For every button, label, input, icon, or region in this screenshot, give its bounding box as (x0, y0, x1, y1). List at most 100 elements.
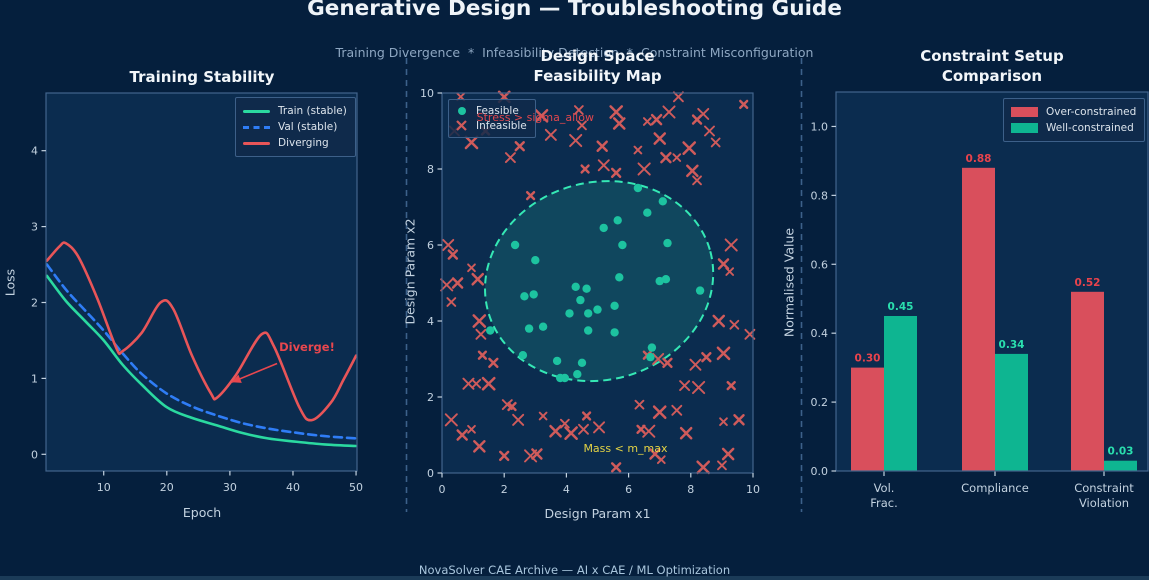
infeasible-point (514, 141, 525, 152)
feasible-point (647, 343, 657, 352)
infeasible-point (440, 278, 454, 292)
diverging-line-swatch-icon (243, 141, 270, 145)
y-tick-label: 1 (31, 372, 38, 385)
x-tick-label: 8 (687, 483, 694, 496)
legend-label: Well-constrained (1046, 122, 1134, 134)
infeasible-point (564, 426, 578, 440)
infeasible-point (671, 404, 683, 416)
feasible-point (577, 358, 587, 367)
x-tick-label: 0 (439, 483, 446, 496)
category-label: Constraint Violation (1074, 481, 1134, 510)
training-xaxis-label: Epoch (182, 505, 222, 520)
feasible-point (615, 273, 624, 282)
feasible-point (593, 305, 602, 314)
infeasible-point (559, 418, 570, 429)
infeasible-point (637, 162, 651, 176)
page-title: Generative Design — Troubleshooting Guid… (307, 0, 842, 21)
feasible-point (643, 208, 652, 217)
feasibility-xaxis-label: Design Param x1 (544, 506, 651, 521)
feasible-point (560, 373, 569, 383)
y-tick-label: 4 (31, 145, 38, 158)
x-tick-label: 40 (286, 481, 300, 494)
y-tick-label: 0 (31, 448, 38, 461)
legend-label: Infeasible (476, 119, 527, 132)
infeasible-point (577, 120, 587, 131)
diverge-annotation: Diverge! (279, 339, 335, 354)
legend-item-diverging: Diverging (243, 135, 347, 151)
infeasible-point (636, 424, 646, 434)
infeasible-point (467, 424, 476, 434)
stress-constraint-annotation: Stress > sigma_allow (476, 110, 594, 124)
legend-item-well-constrained: Well-constrained (1011, 120, 1136, 136)
feasible-point (610, 301, 619, 310)
infeasible-point (477, 350, 488, 360)
y-tick-label: 2 (31, 296, 38, 309)
feasible-point (584, 326, 593, 335)
feasible-point (571, 282, 580, 291)
bar-value-label: 0.34 (999, 339, 1025, 351)
infeasible-point (652, 352, 665, 366)
page-subtitle: Training Divergence * Infeasibility Dete… (335, 45, 814, 60)
y-tick-label: 0.4 (811, 327, 829, 340)
x-tick-label: 10 (746, 483, 760, 496)
train-line-swatch-icon (243, 109, 270, 113)
infeasible-point (446, 297, 457, 307)
infeasible-point (472, 314, 487, 328)
feasible-point (518, 351, 528, 360)
constraints-chart-title: Constraint Setup Comparison (920, 47, 1064, 85)
infeasible-point (467, 263, 476, 273)
training-chart-title: Training Stability (129, 68, 275, 86)
feasibility-plot-area (442, 93, 753, 473)
y-tick-label: 3 (31, 221, 38, 234)
infeasible-point (451, 277, 464, 289)
feasibility-yaxis-label: Design Param x2 (402, 218, 418, 325)
infeasible-point (444, 413, 458, 427)
infeasible-point (642, 117, 652, 126)
infeasible-point (729, 319, 740, 330)
y-tick-label: 4 (427, 315, 434, 328)
legend-item-val-stable: Val (stable) (243, 119, 347, 135)
infeasible-point (716, 346, 731, 361)
infeasible-point (710, 137, 721, 148)
y-tick-label: 0.6 (811, 258, 829, 271)
legend-item-feasible: Feasible (455, 103, 527, 118)
legend-item-infeasible: Infeasible (455, 118, 527, 133)
bar-value-label: 0.30 (855, 353, 881, 365)
x-tick-label: 20 (160, 481, 174, 494)
infeasible-point (634, 399, 645, 410)
feasible-point (646, 352, 655, 362)
feasible-point (520, 292, 529, 301)
feasible-point (573, 370, 582, 379)
infeasible-point (580, 164, 590, 174)
infeasible-point (471, 272, 485, 286)
infeasible-point (656, 455, 666, 465)
infeasible-point (473, 440, 486, 453)
feasible-point (582, 284, 591, 293)
infeasible-point (612, 117, 626, 130)
bar-well-constrained (1104, 460, 1137, 471)
infeasible-point (456, 429, 468, 441)
infeasible-point (475, 328, 487, 340)
feasible-point (661, 275, 671, 284)
feasible-point (618, 240, 627, 250)
infeasible-point (721, 447, 735, 461)
x-tick-label: 50 (349, 481, 363, 494)
infeasible-point (569, 133, 583, 148)
bar-well-constrained (995, 353, 1028, 471)
infeasible-point (691, 114, 703, 125)
infeasible-point (481, 376, 496, 391)
y-tick-label: 8 (427, 163, 434, 176)
mass-constraint-annotation: Mass < m_max (583, 442, 668, 456)
constraints-legend: Over-constrained Well-constrained (1003, 98, 1146, 142)
infeasible-point (660, 151, 672, 164)
infeasible-point (504, 152, 516, 164)
bar-value-label: 0.45 (888, 301, 914, 313)
x-tick-label: 6 (625, 483, 632, 496)
category-label: Vol. Frac. (870, 481, 898, 510)
bar-value-label: 0.88 (966, 153, 992, 165)
infeasible-point (597, 159, 610, 172)
infeasible-point (692, 380, 706, 395)
x-tick-label: 30 (223, 481, 237, 494)
infeasible-x-swatch-icon (455, 119, 469, 132)
infeasible-point (609, 105, 624, 119)
